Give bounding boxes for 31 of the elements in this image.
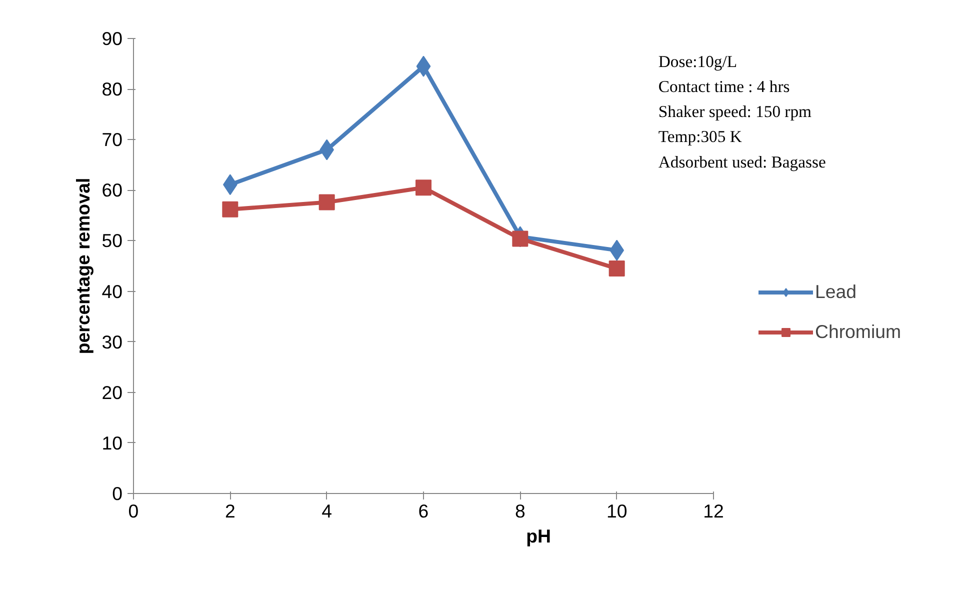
- annotation: Adsorbent used: Bagasse: [658, 152, 826, 172]
- x-tick-label: 6: [418, 500, 429, 522]
- x-tick-label: 2: [224, 500, 236, 522]
- x-tick-label: 0: [128, 500, 139, 522]
- point: [416, 180, 432, 196]
- annotation: Temp:305 K: [658, 127, 742, 146]
- y-tick-label: 0: [112, 483, 123, 504]
- y-tick-label: 50: [102, 230, 123, 252]
- x-axis-title: pH: [526, 526, 551, 546]
- annotation: Shaker speed: 150 rpm: [658, 102, 812, 122]
- y-tick-label: 70: [102, 129, 123, 150]
- y-tick-label: 10: [102, 432, 123, 454]
- point: [608, 260, 625, 277]
- x-tick-label: 12: [703, 500, 724, 522]
- y-tick-label: 60: [102, 180, 123, 201]
- annotation: Dose:10g/L: [658, 52, 738, 72]
- point: [318, 194, 335, 210]
- x-tick-label: 10: [606, 500, 628, 522]
- y-axis-title: percentage removal: [72, 178, 94, 354]
- y-tick-label: 90: [102, 28, 123, 49]
- y-tick-label: 40: [102, 280, 123, 302]
- annotation: Contact time : 4 hrs: [658, 77, 790, 96]
- y-tick-label: 30: [102, 331, 123, 352]
- x-tick-label: 4: [322, 500, 332, 522]
- point: [512, 230, 528, 247]
- x-tick-label: 8: [514, 500, 526, 522]
- legend-label: Lead: [815, 281, 857, 303]
- legend-label: Chromium: [815, 321, 902, 343]
- y-tick-label: 20: [102, 382, 123, 403]
- y-tick-label: 80: [102, 78, 123, 100]
- point: [222, 201, 238, 218]
